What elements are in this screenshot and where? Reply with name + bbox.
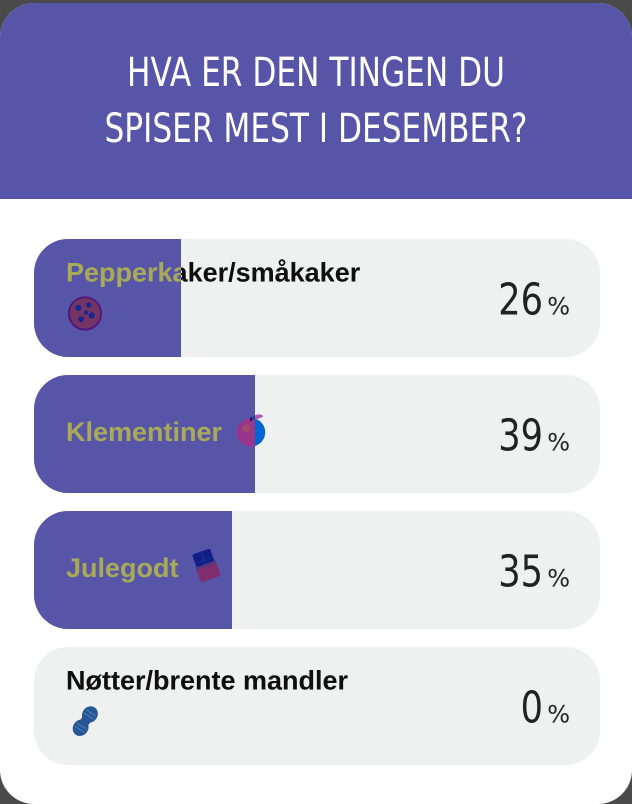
percent-sign: % xyxy=(547,700,570,729)
option-label-text: Klementiner xyxy=(66,417,223,448)
percent-value: 35 xyxy=(498,546,544,598)
poll-option-klementiner[interactable]: Klementiner 39 % xyxy=(34,375,600,493)
option-percent: 35 % xyxy=(487,547,570,598)
option-percent: 39 % xyxy=(487,411,570,462)
percent-sign: % xyxy=(547,292,570,321)
percent-value: 0 xyxy=(520,682,544,734)
poll-option-notter[interactable]: Nøtter/brente mandler 0 % xyxy=(34,647,600,765)
option-label: Klementiner xyxy=(66,411,450,458)
option-label-text: Pepperkaker/småkaker xyxy=(66,257,361,288)
cookie-icon xyxy=(66,295,450,342)
option-label-text: Nøtter/brente mandler xyxy=(66,665,349,696)
option-result-bar xyxy=(34,239,182,357)
poll-options: Pepperkaker/småkaker 26 % xyxy=(34,239,600,765)
percent-value: 26 xyxy=(498,274,544,326)
tangerine-icon xyxy=(232,411,270,458)
chocolate-bar-icon xyxy=(188,547,226,594)
poll-question: HVA ER DEN TINGEN DU SPISER MEST I DESEM… xyxy=(104,50,528,152)
poll-option-pepperkaker[interactable]: Pepperkaker/småkaker 26 % xyxy=(34,239,600,357)
peanut-icon xyxy=(66,703,450,750)
percent-sign: % xyxy=(547,428,570,457)
option-label: Pepperkaker/småkaker xyxy=(66,255,450,342)
option-label: Julegodt xyxy=(66,547,450,594)
percent-value: 39 xyxy=(498,410,544,462)
percent-sign: % xyxy=(547,564,570,593)
option-percent: 0 % xyxy=(515,683,570,734)
poll-question-header: HVA ER DEN TINGEN DU SPISER MEST I DESEM… xyxy=(0,3,632,199)
option-label-text: Julegodt xyxy=(66,553,179,584)
option-percent: 26 % xyxy=(487,275,570,326)
poll-option-julegodt[interactable]: Julegodt 35 % xyxy=(34,511,600,629)
poll-card: HVA ER DEN TINGEN DU SPISER MEST I DESEM… xyxy=(0,3,632,804)
option-result-bar xyxy=(34,375,255,493)
option-label: Nøtter/brente mandler xyxy=(66,663,450,750)
